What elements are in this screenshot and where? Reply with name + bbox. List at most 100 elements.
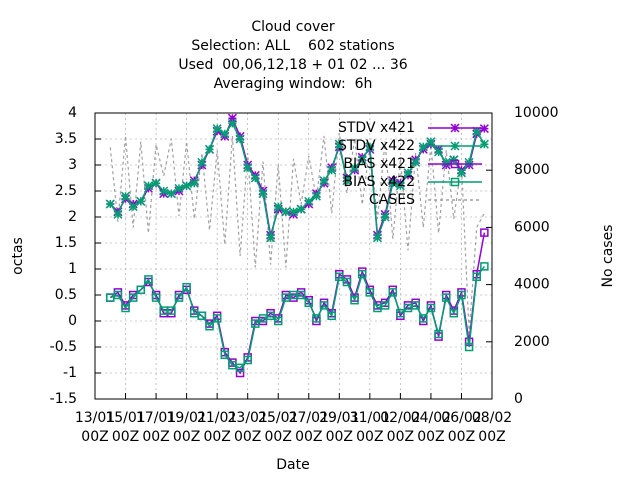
marker <box>441 157 451 167</box>
marker <box>128 293 138 302</box>
marker <box>113 290 123 300</box>
marker <box>243 355 252 365</box>
marker <box>457 290 466 300</box>
marker <box>472 272 481 282</box>
marker <box>450 141 460 151</box>
legend-label: STDV x422 <box>338 138 415 154</box>
marker <box>174 183 184 193</box>
x-tick-label: 15/01 00Z <box>105 410 145 445</box>
marker <box>189 178 199 188</box>
marker <box>395 181 405 191</box>
marker <box>136 285 146 295</box>
marker <box>166 189 176 199</box>
marker <box>151 178 161 188</box>
y2-axis-label: No cases <box>600 225 616 288</box>
marker <box>235 363 245 373</box>
marker <box>212 314 222 323</box>
marker <box>205 321 214 331</box>
marker <box>450 177 460 187</box>
marker <box>434 147 444 157</box>
y-tick-label: 2.5 <box>55 183 77 199</box>
marker <box>342 176 352 186</box>
marker <box>136 196 146 206</box>
x-tick-label: 31/01 00Z <box>350 410 390 445</box>
marker <box>227 118 237 128</box>
marker <box>479 139 489 149</box>
marker <box>449 308 459 318</box>
marker <box>266 233 276 243</box>
marker <box>105 199 115 209</box>
x-tick-label: 19/01 00Z <box>166 410 206 445</box>
marker <box>411 157 421 167</box>
y-tick-label: -1.5 <box>50 391 77 407</box>
marker <box>121 303 130 313</box>
marker <box>258 189 268 199</box>
marker <box>197 311 207 321</box>
marker <box>144 275 153 284</box>
marker <box>456 168 466 178</box>
chart-title: Selection: ALL 602 stations <box>191 38 394 54</box>
marker <box>350 295 359 305</box>
y-tick-label: 0 <box>68 313 77 329</box>
chart-title: Used 00,06,12,18 + 01 02 ... 36 <box>178 57 407 73</box>
x-tick-label: 29/01 00Z <box>319 410 359 445</box>
legend-label: CASES <box>369 192 415 208</box>
marker <box>426 137 436 147</box>
marker <box>182 282 191 292</box>
marker <box>273 202 283 212</box>
marker <box>319 301 329 310</box>
y2-tick-label: 8000 <box>514 162 550 178</box>
marker <box>380 301 390 310</box>
marker <box>296 290 306 300</box>
y2-tick-label: 6000 <box>514 219 550 235</box>
plot-frame <box>94 112 493 400</box>
y2-tick-label: 4000 <box>514 277 550 293</box>
marker <box>342 277 352 287</box>
marker <box>197 157 207 167</box>
x-tick-label: 04/02 00Z <box>411 410 451 445</box>
chart-title: Averaging window: 6h <box>214 76 373 92</box>
marker <box>441 293 451 302</box>
chart-title: Cloud cover <box>251 19 335 35</box>
y-tick-label: -0.5 <box>50 339 77 355</box>
marker <box>220 350 230 360</box>
x-tick-label: 21/01 00Z <box>197 410 237 445</box>
x-tick-label: 25/01 00Z <box>258 410 298 445</box>
marker <box>250 173 260 183</box>
marker <box>327 311 336 321</box>
marker <box>266 311 275 321</box>
y-tick-label: -1 <box>63 365 77 381</box>
marker <box>235 368 245 378</box>
x-tick-label: 27/01 00Z <box>289 410 329 445</box>
marker <box>480 228 489 237</box>
y-tick-label: 0.5 <box>55 287 77 303</box>
y-tick-label: 4 <box>68 105 77 121</box>
x-tick-label: 17/01 00Z <box>136 410 176 445</box>
marker <box>335 272 344 282</box>
x-axis-label: Date <box>276 457 309 473</box>
marker <box>311 191 321 201</box>
marker <box>304 196 314 206</box>
marker <box>182 181 192 191</box>
marker <box>464 342 474 352</box>
x-tick-label: 02/02 00Z <box>380 410 420 445</box>
marker <box>113 209 123 219</box>
marker <box>296 204 306 214</box>
marker <box>174 293 184 302</box>
marker <box>212 124 222 134</box>
y-tick-label: 3.5 <box>55 131 77 147</box>
marker <box>418 142 428 152</box>
legend-label: STDV x421 <box>338 120 415 136</box>
marker <box>121 191 131 201</box>
marker <box>479 124 489 134</box>
y2-tick-label: 2000 <box>514 334 550 350</box>
marker <box>357 269 367 279</box>
marker <box>204 144 215 154</box>
marker <box>464 157 474 167</box>
marker <box>472 126 482 136</box>
y-tick-label: 1.5 <box>55 235 77 251</box>
y-tick-label: 3 <box>68 157 77 173</box>
marker <box>450 123 460 133</box>
marker <box>480 262 489 271</box>
